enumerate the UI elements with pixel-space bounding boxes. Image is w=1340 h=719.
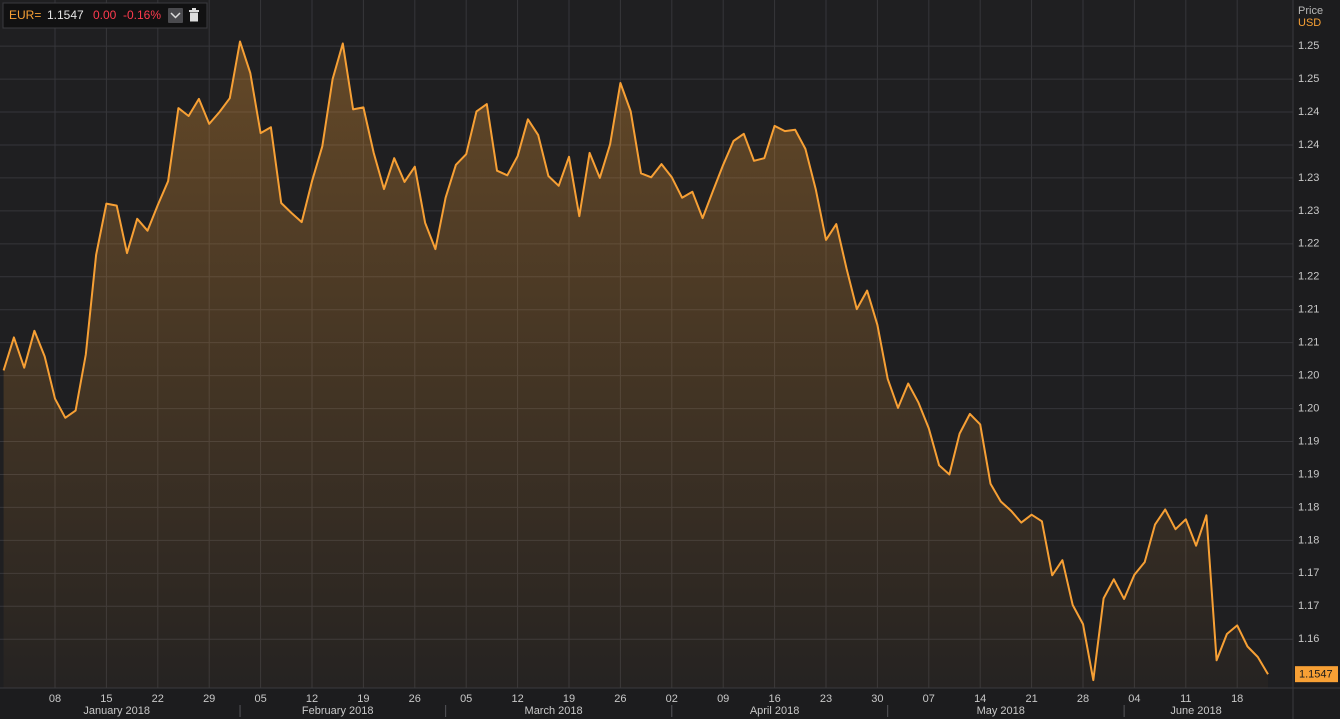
x-tick-label: 09 xyxy=(717,693,729,705)
y-tick-label: 1.24 xyxy=(1298,106,1319,118)
y-tick-label: 1.20 xyxy=(1298,370,1319,382)
currency-label: USD xyxy=(1298,17,1321,29)
trash-lid xyxy=(189,10,199,12)
y-tick-label: 1.25 xyxy=(1298,73,1319,85)
y-tick-label: 1.24 xyxy=(1298,139,1319,151)
y-tick-label: 1.18 xyxy=(1298,534,1319,546)
x-tick-label: 30 xyxy=(871,693,883,705)
x-tick-label: 23 xyxy=(820,693,832,705)
month-label: April 2018 xyxy=(750,705,800,717)
month-label: June 2018 xyxy=(1170,705,1221,717)
month-label: January 2018 xyxy=(83,705,150,717)
price-line xyxy=(2,40,1269,682)
y-tick-label: 1.21 xyxy=(1298,304,1319,316)
delete-button[interactable] xyxy=(189,8,199,22)
y-tick-label: 1.18 xyxy=(1298,501,1319,513)
x-tick-label: 12 xyxy=(511,693,523,705)
dropdown-icon xyxy=(170,12,181,19)
y-tick-label: 1.23 xyxy=(1298,172,1319,184)
change: 0.00 xyxy=(93,8,117,22)
y-tick-label: 1.23 xyxy=(1298,205,1319,217)
trash-body xyxy=(190,12,198,22)
x-tick-label: 12 xyxy=(306,693,318,705)
x-tick-label: 05 xyxy=(460,693,472,705)
x-tick-label: 22 xyxy=(152,693,164,705)
header-box: EUR= 1.1547 0.00 -0.16% xyxy=(2,2,208,29)
x-tick-label: 21 xyxy=(1025,693,1037,705)
x-tick-label: 02 xyxy=(666,693,678,705)
x-tick-label: 05 xyxy=(254,693,266,705)
x-tick-label: 26 xyxy=(614,693,626,705)
x-tick-label: 26 xyxy=(409,693,421,705)
y-tick-label: 1.19 xyxy=(1298,468,1319,480)
y-tick-label: 1.20 xyxy=(1298,402,1319,414)
last-price-label: 1.1547 xyxy=(1299,669,1333,681)
y-tick-label: 1.17 xyxy=(1298,600,1319,612)
y-tick-label: 1.17 xyxy=(1298,567,1319,579)
x-tick-label: 04 xyxy=(1128,693,1140,705)
month-label: February 2018 xyxy=(302,705,374,717)
x-tick-label: 11 xyxy=(1180,693,1191,705)
x-tick-label: 19 xyxy=(357,693,369,705)
x-tick-label: 28 xyxy=(1077,693,1089,705)
y-tick-label: 1.25 xyxy=(1298,40,1319,52)
x-tick-label: 18 xyxy=(1231,693,1243,705)
y-tick-label: 1.16 xyxy=(1298,633,1319,645)
instrument-name: EUR= xyxy=(9,8,41,22)
x-tick-label: 19 xyxy=(563,693,575,705)
y-tick-label: 1.22 xyxy=(1298,238,1319,250)
x-tick-label: 07 xyxy=(923,693,935,705)
marks xyxy=(2,40,1269,688)
y-tick-label: 1.19 xyxy=(1298,435,1319,447)
area-fill xyxy=(3,41,1269,688)
x-tick-label: 15 xyxy=(100,693,112,705)
y-tick-label: 1.22 xyxy=(1298,271,1319,283)
axes: 1.16 1.17 1.17 1.18 1.18 1.19 1.19 1.20 1.20 1.21… xyxy=(49,40,1338,717)
last-price-tag xyxy=(1295,666,1338,683)
month-label: March 2018 xyxy=(525,705,583,717)
dropdown-button[interactable] xyxy=(168,8,183,23)
month-label: May 2018 xyxy=(977,705,1025,717)
trash-handle xyxy=(192,8,196,10)
x-tick-label: 08 xyxy=(49,693,61,705)
x-tick-label: 16 xyxy=(768,693,780,705)
y-axis-label: Price xyxy=(1298,5,1323,17)
x-tick-label: 14 xyxy=(974,693,986,705)
x-tick-label: 29 xyxy=(203,693,215,705)
last-price: 1.1547 xyxy=(47,8,84,22)
y-tick-label: 1.21 xyxy=(1298,337,1319,349)
change-percent: -0.16% xyxy=(123,8,161,22)
header-background xyxy=(2,2,208,29)
